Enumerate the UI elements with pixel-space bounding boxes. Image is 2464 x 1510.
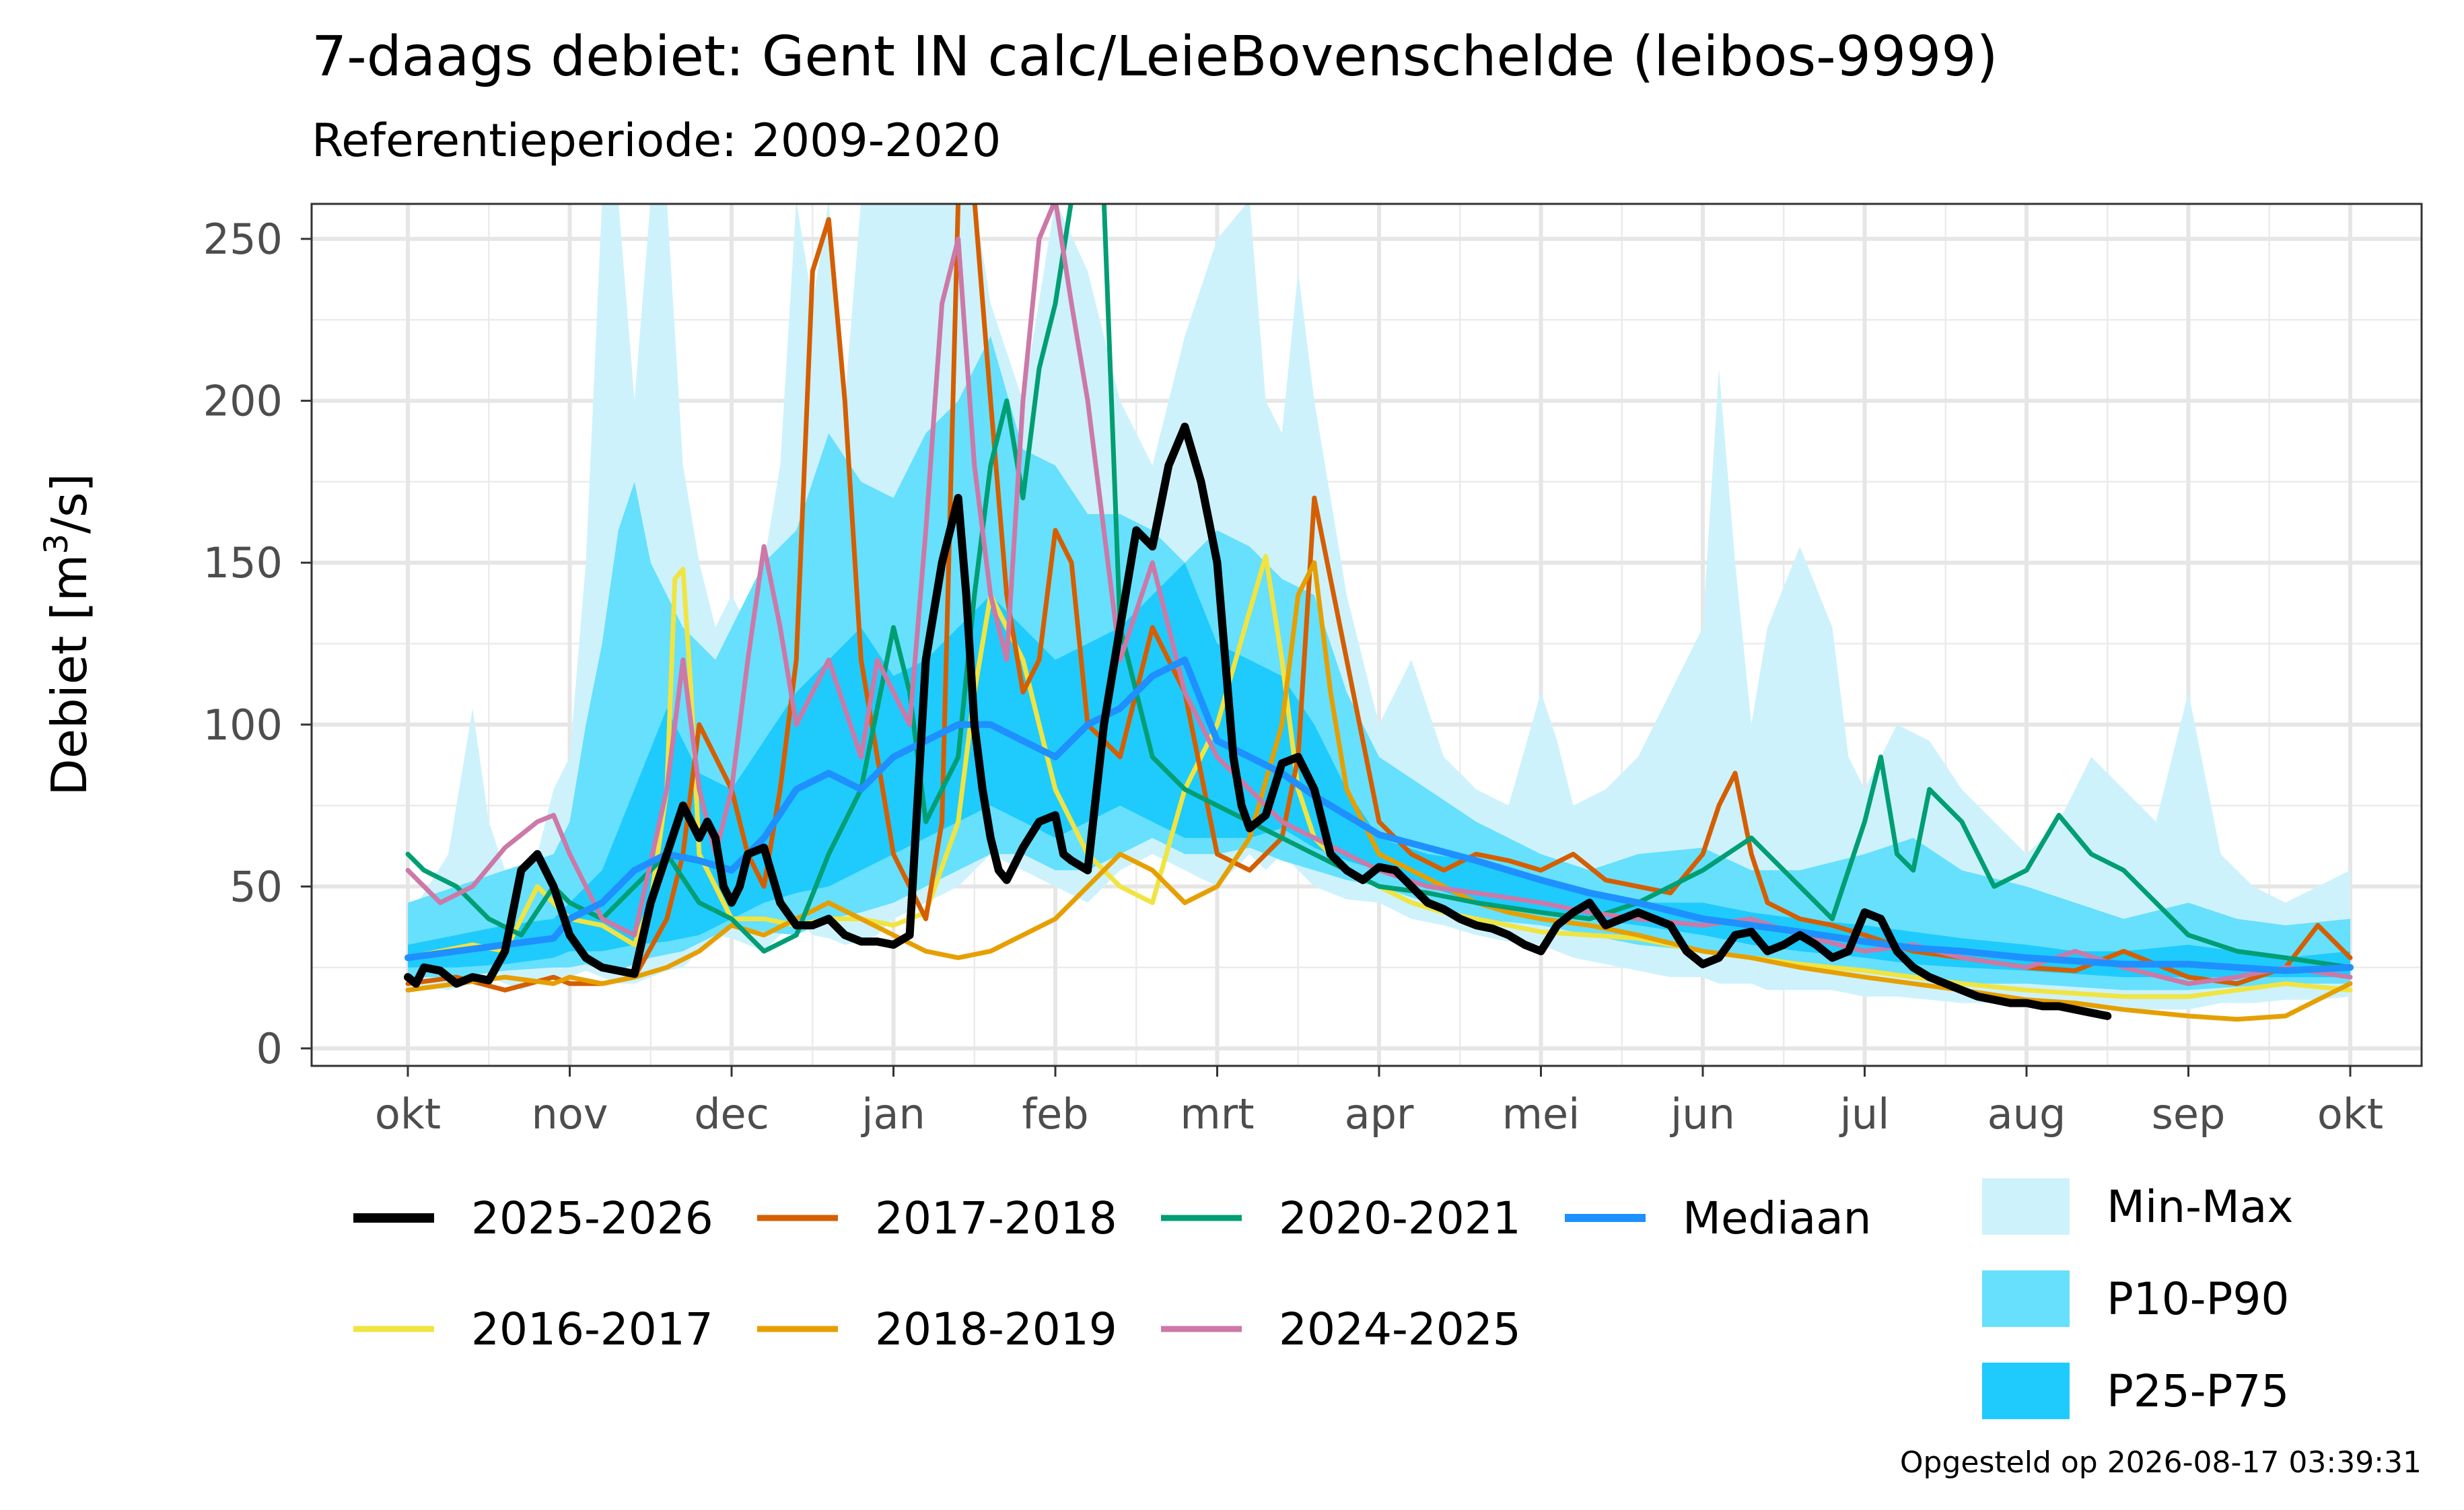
chart-subtitle: Referentieperiode: 2009-2020 bbox=[312, 114, 1001, 168]
legend-item-2016-2017: 2016-2017 bbox=[353, 1303, 713, 1355]
series-lines bbox=[404, 204, 2354, 1022]
series-2017-2018 bbox=[405, 204, 2353, 993]
series-2020-2021 bbox=[405, 204, 2353, 970]
chart-caption: Opgesteld op 2026-08-17 03:39:31 bbox=[1900, 1445, 2422, 1480]
x-tick-label: okt bbox=[375, 1089, 441, 1139]
series-2018-2019 bbox=[405, 560, 2353, 1022]
x-tick-label: mei bbox=[1502, 1089, 1580, 1139]
plot-border bbox=[310, 203, 2423, 1067]
bands bbox=[408, 204, 2350, 1010]
y-axis-title: Debiet [m3/s] bbox=[38, 473, 98, 796]
x-tick-label: mrt bbox=[1180, 1089, 1254, 1139]
legend-item-p10-p90: P10-P90 bbox=[1982, 1270, 2289, 1327]
band-p25-p75 bbox=[408, 563, 2350, 978]
legend-swatch bbox=[1982, 1363, 2070, 1419]
legend: 2025-2026 2017-2018 2020-2021 Mediaan 2016-2… bbox=[353, 1178, 2293, 1419]
legend-label: 2025-2026 bbox=[471, 1192, 713, 1244]
legend-swatch bbox=[1982, 1178, 2070, 1235]
legend-item-2020-2021: 2020-2021 bbox=[1161, 1192, 1521, 1244]
legend-item-2025-2026: 2025-2026 bbox=[353, 1192, 713, 1244]
x-tick-label: jun bbox=[1669, 1089, 1735, 1139]
legend-item-min-max: Min-Max bbox=[1982, 1178, 2293, 1235]
legend-label: 2017-2018 bbox=[875, 1192, 1117, 1244]
x-tick-label: dec bbox=[694, 1089, 769, 1139]
y-axis-title-main: Debiet [m bbox=[41, 554, 98, 796]
legend-label: Mediaan bbox=[1683, 1192, 1872, 1244]
x-tick-label: apr bbox=[1345, 1089, 1414, 1139]
legend-item-2018-2019: 2018-2019 bbox=[757, 1303, 1117, 1355]
y-tick-label: 250 bbox=[203, 215, 283, 264]
y-axis: 0 50 100 150 200 250 bbox=[203, 215, 312, 1073]
y-tick-label: 0 bbox=[256, 1024, 283, 1073]
x-tick-label: jan bbox=[860, 1089, 925, 1139]
legend-label: P10-P90 bbox=[2107, 1273, 2289, 1325]
legend-item-2024-2025: 2024-2025 bbox=[1161, 1303, 1521, 1355]
y-axis-title-tail: /s] bbox=[41, 473, 98, 534]
y-tick-label: 100 bbox=[203, 700, 283, 750]
chart-title: 7-daags debiet: Gent IN calc/LeieBovensc… bbox=[312, 25, 1998, 89]
legend-label: Min-Max bbox=[2107, 1181, 2293, 1233]
x-tick-label: nov bbox=[532, 1089, 608, 1139]
x-tick-label: okt bbox=[2317, 1089, 2383, 1139]
legend-item-2017-2018: 2017-2018 bbox=[757, 1192, 1117, 1244]
x-tick-label: jul bbox=[1839, 1089, 1890, 1139]
y-tick-label: 150 bbox=[203, 538, 283, 587]
legend-label: P25-P75 bbox=[2107, 1365, 2289, 1417]
y-axis-title-superscript: 3 bbox=[38, 534, 75, 554]
y-tick-label: 50 bbox=[230, 862, 283, 911]
x-tick-label: feb bbox=[1022, 1089, 1088, 1139]
legend-item-mediaan: Mediaan bbox=[1565, 1192, 1872, 1244]
legend-label: 2016-2017 bbox=[471, 1303, 713, 1355]
series-mediaan bbox=[404, 656, 2354, 974]
legend-label: 2024-2025 bbox=[1279, 1303, 1521, 1355]
legend-swatch bbox=[1982, 1270, 2070, 1327]
series-2025-2026 bbox=[404, 423, 2112, 1020]
legend-label: 2018-2019 bbox=[875, 1303, 1117, 1355]
legend-label: 2020-2021 bbox=[1279, 1192, 1521, 1244]
x-tick-label: sep bbox=[2152, 1089, 2226, 1139]
y-tick-label: 200 bbox=[203, 377, 283, 426]
plot-panel bbox=[310, 203, 2423, 1067]
x-tick-label: aug bbox=[1987, 1089, 2066, 1139]
x-axis: okt nov dec jan feb mrt apr mei jun jul aug sep okt bbox=[375, 1066, 2383, 1139]
legend-item-p25-p75: P25-P75 bbox=[1982, 1363, 2289, 1419]
